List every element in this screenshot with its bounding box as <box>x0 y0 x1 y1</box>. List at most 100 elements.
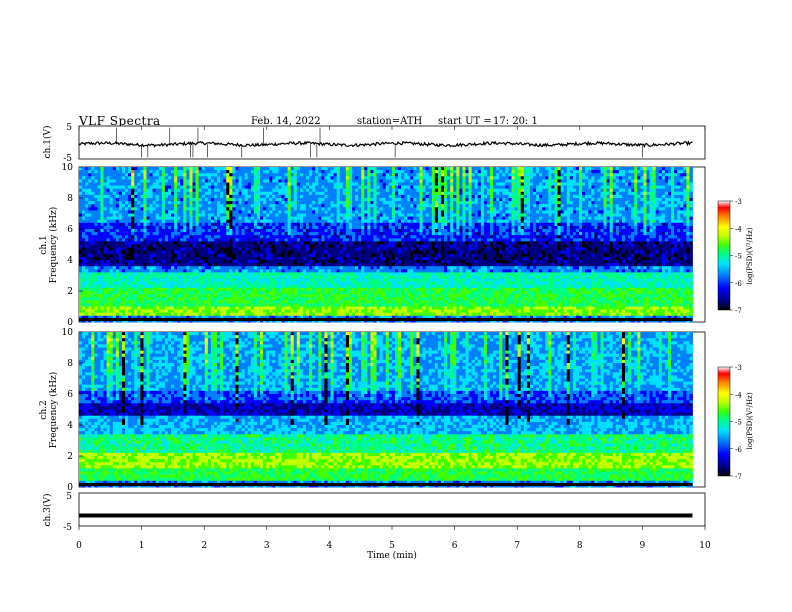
spectrogram-cell <box>336 222 341 227</box>
spectrogram-cell <box>290 229 295 233</box>
spectrogram-cell <box>161 235 166 239</box>
spectrogram-cell <box>560 191 565 196</box>
spectrogram-cell <box>502 222 506 227</box>
spectrogram-cell <box>664 179 669 183</box>
spectrogram-cell <box>302 225 307 230</box>
spectrogram-cell <box>91 238 95 242</box>
spectrogram-cell <box>563 201 568 205</box>
spectrogram-cell <box>419 201 423 205</box>
spectrogram-cell <box>572 216 577 221</box>
spectrogram-cell <box>312 201 316 205</box>
spectrogram-cell <box>88 173 92 177</box>
spectrogram-cell <box>434 179 439 183</box>
spectrogram-cell <box>256 182 261 186</box>
spectrogram-cell <box>683 194 687 199</box>
spectrogram-cell <box>149 188 154 193</box>
spectrogram-cell <box>655 182 660 186</box>
spectrogram-cell <box>440 229 445 233</box>
spectrogram-cell <box>367 201 371 205</box>
spectrogram-cell <box>256 170 261 174</box>
spectrogram-cell <box>312 198 316 202</box>
spectrogram-cell <box>499 170 503 174</box>
spectrogram-cell <box>591 179 595 183</box>
spectrogram-cell <box>434 232 439 236</box>
spectrogram-cell <box>661 170 666 174</box>
spectrogram-cell <box>394 216 399 221</box>
spectrogram-cell <box>217 179 221 183</box>
spectrogram-cell <box>88 182 92 186</box>
spectrogram-cell <box>134 232 138 236</box>
spectrogram-cell <box>628 167 632 171</box>
spectrogram-cell <box>336 213 341 217</box>
spectrogram-cell <box>588 210 592 214</box>
spectrogram-cell <box>566 225 571 230</box>
spectrogram-cell <box>471 194 476 199</box>
spectrogram-cell <box>164 179 169 183</box>
spectrogram-cell <box>361 207 365 211</box>
spectrogram-cell <box>318 216 322 221</box>
spectrogram-cell <box>416 167 420 171</box>
spectrogram-cell <box>416 222 420 227</box>
spectrogram-cell <box>649 188 654 193</box>
spectrogram-cell <box>388 235 393 239</box>
spectrogram-cell <box>155 229 160 233</box>
spectrogram-cell <box>269 229 273 233</box>
spectrogram-cell <box>671 232 675 236</box>
spectrogram-cell <box>649 225 654 230</box>
spectrogram-cell <box>597 219 601 224</box>
spectrogram-cell <box>496 229 500 233</box>
spectrogram-cell <box>388 167 393 171</box>
spectrogram-cell <box>364 198 368 202</box>
spectrogram-cell <box>557 204 561 208</box>
spectrogram-cell <box>637 191 641 196</box>
spectrogram-cell <box>658 210 663 214</box>
spectrogram-cell <box>505 219 509 224</box>
spectrogram-cell <box>278 238 282 242</box>
spectrogram-cell <box>167 222 172 227</box>
spectrogram-cell <box>299 201 304 205</box>
spectrogram-cell <box>91 210 95 214</box>
spectrogram-cell <box>232 213 236 217</box>
spectrogram-cell <box>186 201 190 205</box>
spectrogram-cell <box>545 241 549 245</box>
spectrogram-cell <box>618 225 623 230</box>
spectrogram-cell <box>85 219 89 224</box>
spectrogram-cell <box>204 201 209 205</box>
spectrogram-cell <box>195 176 200 180</box>
spectrogram-cell <box>462 173 466 177</box>
spectrogram-cell <box>229 188 233 193</box>
spectrogram-cell <box>471 216 476 221</box>
spectrogram-cell <box>416 204 420 208</box>
spectrogram-cell <box>588 201 592 205</box>
spectrogram-cell <box>217 204 221 208</box>
spectrogram-cell <box>428 210 433 214</box>
spectrogram-cell <box>391 194 396 199</box>
spectrogram-cell <box>569 241 574 245</box>
spectrogram-cell <box>419 232 423 236</box>
spectrogram-cell <box>425 207 430 211</box>
spectrogram-cell <box>542 179 546 183</box>
spectrogram-cell <box>664 210 669 214</box>
spectrogram-cell <box>256 229 261 233</box>
spectrogram-cell <box>437 235 442 239</box>
spectrogram-cell <box>103 229 108 233</box>
spectrogram-cell <box>431 219 436 224</box>
spectrogram-cell <box>542 198 546 202</box>
spectrogram-cell <box>241 210 246 214</box>
spectrogram-cell <box>667 204 672 208</box>
spectrogram-cell <box>287 229 292 233</box>
spectrogram-cell <box>183 194 187 199</box>
spectrogram-cell <box>275 179 279 183</box>
spectrogram-cell <box>640 235 644 239</box>
spectrogram-cell <box>137 219 141 224</box>
spectrogram-cell <box>284 194 288 199</box>
spectrogram-cell <box>606 188 611 193</box>
spectrogram-cell <box>247 179 252 183</box>
spectrogram-cell <box>453 198 457 202</box>
spectrogram-cell <box>299 216 304 221</box>
spectrogram-cell <box>275 222 279 227</box>
spectrogram-cell <box>413 232 417 236</box>
spectrogram-cell <box>152 229 157 233</box>
spectrogram-cell <box>652 225 657 230</box>
spectrogram-cell <box>385 185 390 190</box>
